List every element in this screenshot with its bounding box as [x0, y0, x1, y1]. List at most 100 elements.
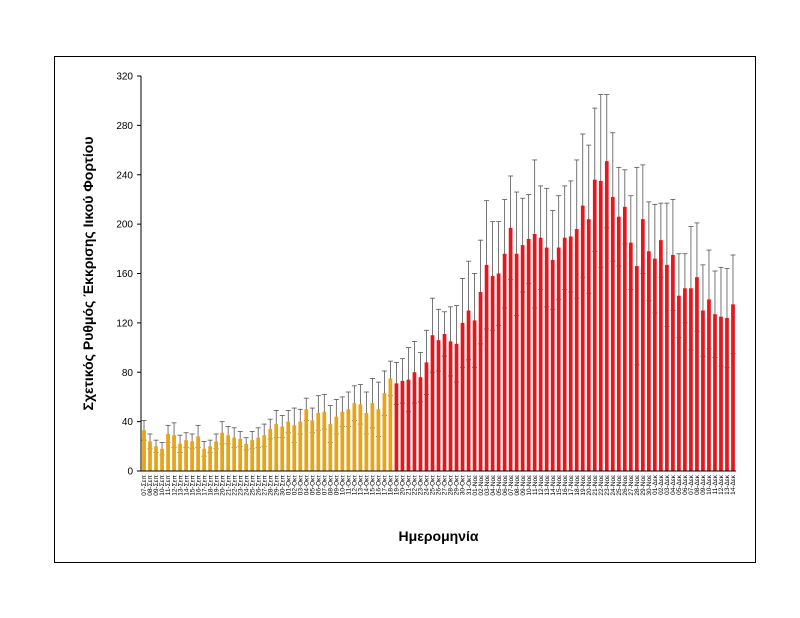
x-tick-label: 10-Δεκ — [706, 474, 713, 495]
x-tick-label: 05-Νοε — [496, 475, 503, 496]
y-tick-label: 160 — [116, 269, 133, 280]
x-tick-label: 06-Δεκ — [682, 474, 689, 495]
x-tick-label: 01-Δεκ — [652, 474, 659, 495]
bar — [610, 196, 615, 471]
bar — [448, 341, 453, 471]
bar — [683, 288, 687, 471]
bar — [406, 379, 411, 471]
x-tick-label: 10-Σεπ — [159, 474, 166, 495]
x-tick-label: 13-Οκτ — [358, 475, 365, 496]
bar — [677, 295, 681, 471]
x-tick-label: 01-Οκτ — [285, 475, 292, 496]
x-tick-label: 24-Νοε — [610, 475, 617, 496]
x-tick-label: 20-Νοε — [586, 475, 593, 496]
x-tick-label: 26-Οκτ — [436, 475, 443, 496]
x-tick-label: 04-Οκτ — [303, 475, 310, 496]
bar — [604, 161, 609, 471]
x-tick-label: 15-Νοε — [556, 475, 563, 496]
x-tick-label: 12-Οκτ — [352, 475, 359, 496]
x-tick-label: 21-Νοε — [592, 475, 599, 496]
x-tick-label: 10-Νοε — [526, 475, 533, 496]
x-tick-label: 24-Οκτ — [424, 475, 431, 496]
x-tick-label: 13-Σεπ — [177, 474, 184, 495]
x-tick-label: 15-Σεπ — [189, 474, 196, 495]
x-tick-label: 25-Νοε — [616, 475, 623, 496]
x-tick-label: 07-Δεκ — [688, 474, 695, 495]
x-tick-label: 07-Οκτ — [322, 475, 329, 496]
bar — [358, 404, 363, 471]
y-tick-label: 240 — [116, 170, 133, 181]
x-tick-label: 03-Οκτ — [297, 475, 304, 496]
x-tick-label: 15-Οκτ — [370, 475, 377, 496]
bar — [532, 234, 537, 471]
bar-chart: 0 40 80 120 160 200 240 280 320 07-Σεπ 08-Σεπ 09-Σ… — [80, 72, 737, 545]
bar — [460, 322, 465, 471]
bar — [520, 245, 525, 471]
y-axis-title: Σχετικός Ρυθμός Έκκρισης Ιικού Φορτίου — [80, 137, 96, 411]
x-tick-label: 04-Νοε — [490, 475, 497, 496]
bar — [250, 440, 255, 471]
bar — [280, 426, 285, 471]
bar — [628, 242, 633, 471]
bar — [592, 179, 597, 471]
x-tick-label: 30-Οκτ — [460, 475, 467, 496]
bar — [442, 333, 447, 471]
x-tick-label: 29-Οκτ — [454, 475, 461, 496]
x-tick-label: 21-Σεπ — [225, 474, 232, 495]
x-tick-label: 09-Δεκ — [700, 474, 707, 495]
bar — [598, 180, 603, 471]
bar — [616, 216, 621, 471]
bar — [586, 219, 591, 471]
x-tick-label: 05-Οκτ — [309, 475, 316, 496]
bar — [478, 292, 483, 471]
bar — [196, 436, 200, 471]
bar — [346, 409, 351, 471]
x-tick-label: 11-Οκτ — [346, 475, 353, 495]
x-tick-label: 04-Δεκ — [670, 474, 677, 495]
bar — [574, 229, 579, 471]
x-tick-label: 08-Δεκ — [694, 474, 701, 495]
x-tick-label: 21-Οκτ — [406, 475, 413, 496]
y-tick-label: 0 — [127, 467, 133, 478]
chart-frame: 0 40 80 120 160 200 240 280 320 07-Σεπ 08-Σεπ 09-Σ… — [54, 56, 756, 563]
bar — [154, 446, 158, 471]
x-tick-label: 16-Σεπ — [195, 474, 202, 495]
x-tick-label: 12-Σεπ — [171, 474, 178, 495]
x-tick-label: 28-Νοε — [634, 475, 641, 496]
x-tick-label: 28-Οκτ — [448, 475, 455, 496]
bar — [580, 205, 585, 471]
x-tick-label: 17-Οκτ — [382, 475, 389, 496]
bar — [322, 411, 327, 471]
bar — [689, 288, 693, 471]
bar — [466, 310, 471, 471]
x-tick-label: 16-Οκτ — [376, 475, 383, 496]
bar — [659, 240, 663, 471]
bar — [424, 362, 429, 471]
x-tick-label: 10-Οκτ — [340, 475, 347, 496]
bar — [202, 448, 206, 471]
x-tick-label: 18-Σεπ — [207, 474, 214, 495]
x-tick-label: 23-Νοε — [604, 475, 611, 496]
bar — [556, 247, 561, 471]
x-tick-label: 26-Σεπ — [255, 474, 262, 495]
bar — [184, 440, 188, 471]
y-tick-label: 280 — [116, 121, 133, 132]
bar — [538, 237, 543, 471]
bar — [370, 403, 375, 471]
bar — [244, 443, 249, 471]
bar — [640, 219, 645, 471]
bar — [166, 433, 170, 471]
bar — [514, 253, 519, 471]
bar — [412, 372, 417, 471]
y-tick-label: 200 — [116, 220, 133, 231]
y-ticks: 0 40 80 120 160 200 240 280 320 — [116, 72, 141, 478]
bar — [352, 403, 357, 471]
x-tick-label: 02-Δεκ — [658, 474, 665, 495]
bar — [695, 277, 699, 471]
x-tick-label: 27-Οκτ — [442, 475, 449, 496]
bar — [238, 438, 243, 471]
bar — [172, 435, 176, 471]
x-tick-label: 08-Οκτ — [328, 475, 335, 496]
bar — [731, 304, 735, 471]
bar — [388, 378, 393, 471]
